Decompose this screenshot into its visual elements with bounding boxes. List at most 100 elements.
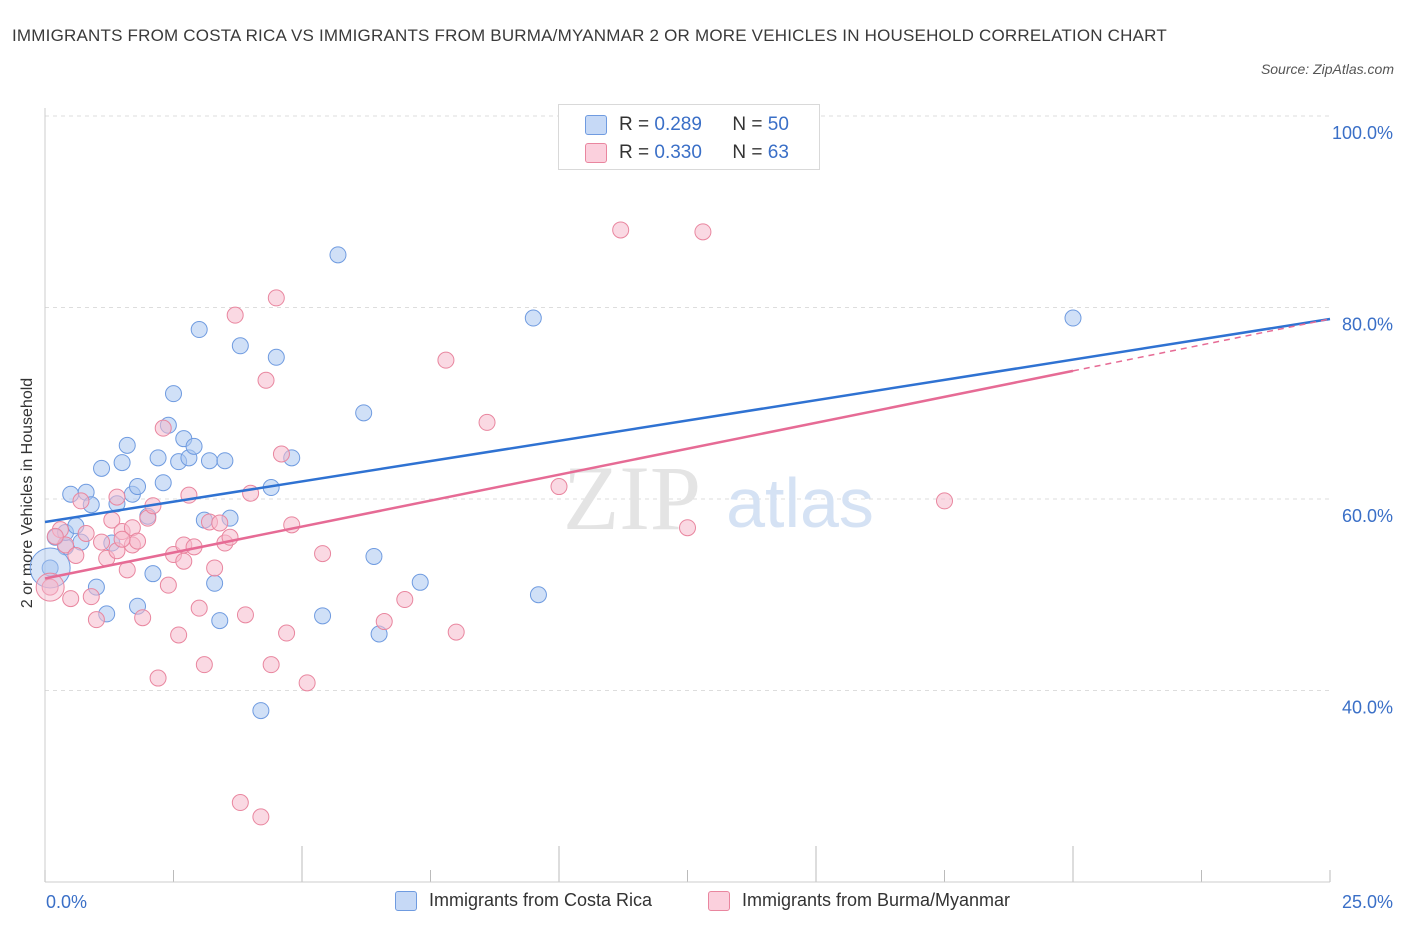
tick-labels: 40.0% 60.0% 80.0% 100.0% 0.0% 25.0% <box>46 123 1393 912</box>
grid-lines <box>45 115 1330 691</box>
data-point <box>478 413 496 431</box>
data-point <box>437 351 455 369</box>
data-point <box>129 532 147 550</box>
data-point <box>231 794 249 812</box>
data-point <box>267 289 285 307</box>
data-point <box>329 246 347 264</box>
trend-line-costa-rica <box>44 317 1331 524</box>
data-point <box>82 588 100 606</box>
legend-item-costa-rica[interactable]: Immigrants from Costa Rica <box>395 890 652 911</box>
data-point <box>216 452 234 470</box>
data-point <box>524 309 542 327</box>
data-point <box>46 527 64 545</box>
x-tick-label: 0.0% <box>46 892 87 912</box>
data-point <box>149 449 167 467</box>
data-point <box>411 573 429 591</box>
data-point <box>134 609 152 627</box>
data-point <box>252 702 270 720</box>
data-point <box>375 613 393 631</box>
data-point <box>1064 309 1082 327</box>
data-point <box>175 552 193 570</box>
data-point <box>206 574 224 592</box>
data-point <box>113 530 131 548</box>
data-point <box>396 591 414 609</box>
data-point <box>365 547 383 565</box>
trend-lines <box>44 317 1331 580</box>
y-tick-label: 40.0% <box>1342 698 1393 718</box>
data-point <box>108 488 126 506</box>
data-point <box>529 586 547 604</box>
r-label: R = <box>619 114 650 135</box>
r-value: 0.330 <box>654 142 702 163</box>
data-point <box>113 454 131 472</box>
legend-row-costa-rica: R = 0.289 N = 50 <box>585 113 789 137</box>
series-legend: Immigrants from Costa Rica Immigrants fr… <box>0 890 1406 914</box>
data-point <box>447 623 465 641</box>
data-point-cluster <box>35 572 65 602</box>
legend-label: Immigrants from Costa Rica <box>429 890 653 910</box>
data-point <box>252 808 270 826</box>
axes <box>44 108 1331 883</box>
data-point <box>694 223 712 241</box>
legend-label: Immigrants from Burma/Myanmar <box>742 890 1011 910</box>
n-label: N = <box>732 142 763 163</box>
data-point <box>200 452 218 470</box>
data-point <box>185 437 203 455</box>
legend-swatch-pink <box>708 890 730 911</box>
data-point <box>612 221 630 239</box>
x-tick-label: 25.0% <box>1342 892 1393 912</box>
data-point <box>144 565 162 583</box>
legend-swatch-blue <box>395 890 417 911</box>
data-point <box>211 514 229 532</box>
legend-row-burma: R = 0.330 N = 63 <box>585 141 789 165</box>
legend-swatch-pink <box>585 143 607 163</box>
legend-item-burma[interactable]: Immigrants from Burma/Myanmar <box>708 890 1010 911</box>
data-point <box>62 590 80 608</box>
source-label: Source: ZipAtlas.com <box>1260 61 1394 77</box>
watermark-zip: ZIP <box>563 447 701 549</box>
data-point <box>190 599 208 617</box>
data-point <box>206 559 224 577</box>
data-point <box>236 606 254 624</box>
n-value: 63 <box>767 142 789 163</box>
data-point <box>149 669 167 687</box>
data-point <box>550 478 568 496</box>
y-tick-label: 80.0% <box>1342 315 1393 335</box>
stats-legend: R = 0.289 N = 50 R = 0.330 N = 63 <box>558 104 820 170</box>
data-point <box>195 656 213 674</box>
data-point <box>211 612 229 630</box>
data-point <box>93 533 111 551</box>
data-point <box>231 337 249 355</box>
data-point <box>154 419 172 437</box>
legend-swatch-blue <box>585 115 607 135</box>
y-tick-label: 100.0% <box>1332 123 1393 143</box>
data-point <box>355 404 373 422</box>
y-tick-label: 60.0% <box>1342 506 1393 526</box>
n-value: 50 <box>767 114 789 135</box>
data-point <box>154 474 172 492</box>
trend-line-burma <box>44 369 1074 580</box>
data-point <box>41 559 59 577</box>
data-point <box>679 519 696 537</box>
trend-line-burma-extrapolated <box>1072 318 1331 372</box>
chart-title: IMMIGRANTS FROM COSTA RICA VS IMMIGRANTS… <box>12 26 1167 45</box>
data-point <box>165 385 182 403</box>
data-point <box>129 478 147 496</box>
data-point <box>93 459 111 477</box>
data-point <box>41 578 59 596</box>
n-label: N = <box>732 114 763 135</box>
watermark-atlas: atlas <box>726 464 874 542</box>
data-point <box>118 436 136 454</box>
data-point <box>159 576 177 594</box>
r-value: 0.289 <box>654 114 702 135</box>
data-point <box>267 348 285 366</box>
r-label: R = <box>619 142 650 163</box>
data-point <box>257 371 275 389</box>
data-point <box>278 624 296 642</box>
data-point <box>87 611 105 629</box>
data-point <box>272 445 290 463</box>
data-point <box>77 524 95 542</box>
data-point <box>314 545 332 563</box>
data-point <box>314 607 332 625</box>
data-point <box>170 626 188 644</box>
